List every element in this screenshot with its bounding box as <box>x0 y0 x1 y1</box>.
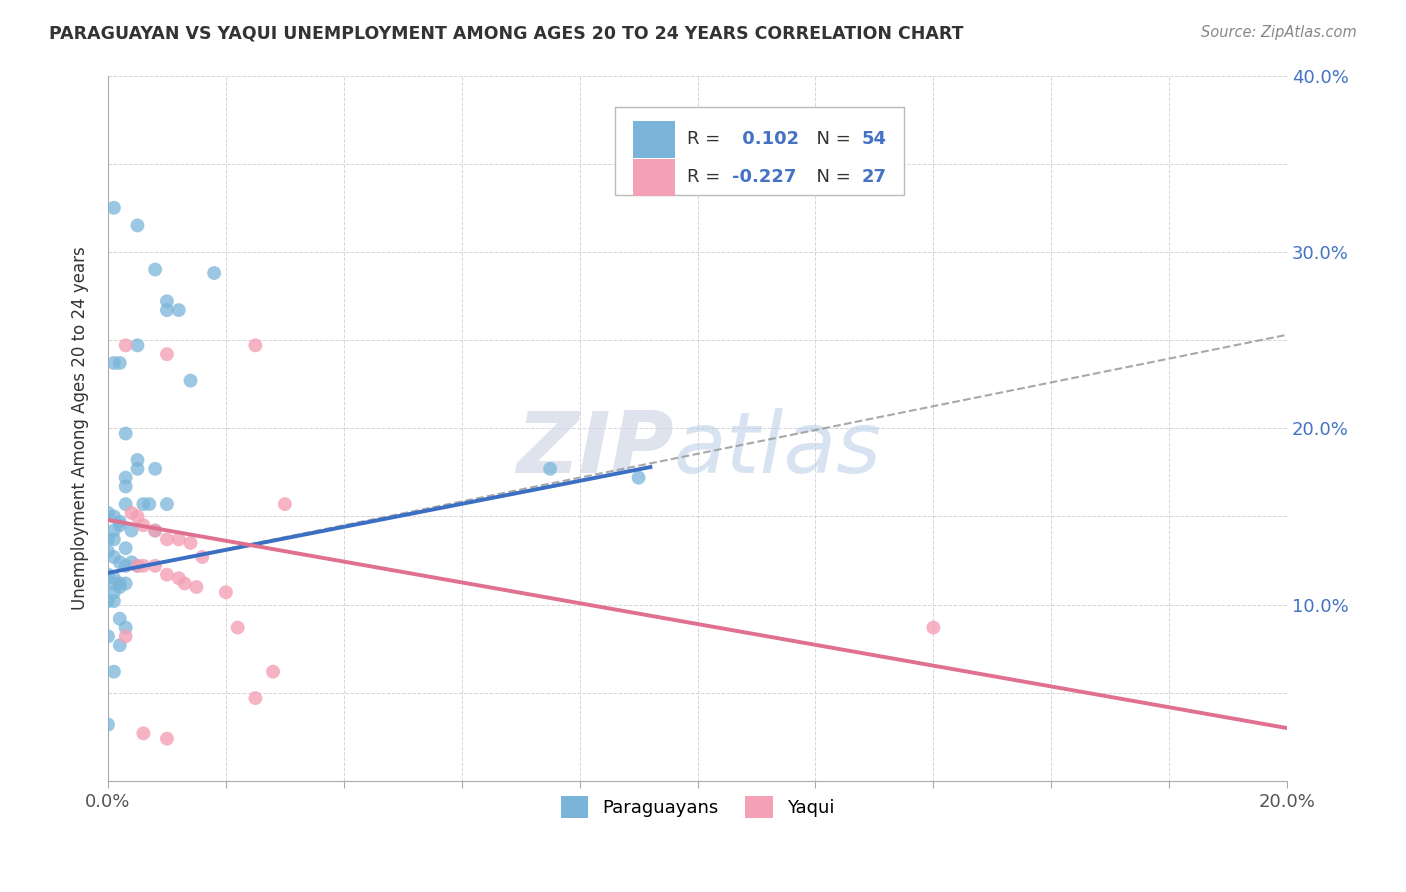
Point <box>103 201 125 215</box>
Point <box>114 497 136 511</box>
Point <box>121 524 143 538</box>
Point <box>143 524 166 538</box>
Point <box>127 338 149 352</box>
Text: PARAGUAYAN VS YAQUI UNEMPLOYMENT AMONG AGES 20 TO 24 YEARS CORRELATION CHART: PARAGUAYAN VS YAQUI UNEMPLOYMENT AMONG A… <box>49 25 963 43</box>
Point <box>127 462 149 476</box>
Point <box>132 726 155 740</box>
Point <box>114 470 136 484</box>
Point <box>156 294 179 309</box>
Text: 0.102: 0.102 <box>737 130 800 148</box>
Point <box>103 665 125 679</box>
Point <box>114 558 136 573</box>
Point <box>173 576 195 591</box>
Point <box>97 567 120 582</box>
Point <box>245 338 267 352</box>
Text: Source: ZipAtlas.com: Source: ZipAtlas.com <box>1201 25 1357 40</box>
Point <box>274 497 297 511</box>
Text: -0.227: -0.227 <box>731 169 796 186</box>
FancyBboxPatch shape <box>633 159 675 195</box>
Point <box>156 567 179 582</box>
Point <box>138 497 160 511</box>
Point <box>103 509 125 524</box>
Point <box>922 621 945 635</box>
Point <box>108 515 131 529</box>
Point <box>97 545 120 559</box>
Point <box>103 585 125 599</box>
Point <box>103 576 125 591</box>
FancyBboxPatch shape <box>633 120 675 158</box>
Point <box>114 338 136 352</box>
Point <box>108 612 131 626</box>
Point <box>245 691 267 706</box>
Point <box>156 497 179 511</box>
Point <box>143 262 166 277</box>
Point <box>121 555 143 569</box>
Point <box>103 533 125 547</box>
Point <box>156 347 179 361</box>
Text: ZIP: ZIP <box>516 408 673 491</box>
Point <box>97 717 120 731</box>
Point <box>132 518 155 533</box>
Legend: Paraguayans, Yaqui: Paraguayans, Yaqui <box>554 789 842 825</box>
Point <box>132 497 155 511</box>
Point <box>108 580 131 594</box>
Point <box>97 594 120 608</box>
Point <box>167 571 190 585</box>
FancyBboxPatch shape <box>614 107 904 195</box>
Point <box>202 266 225 280</box>
Point <box>180 536 202 550</box>
Text: N =: N = <box>804 130 856 148</box>
Point <box>114 629 136 643</box>
Point <box>108 555 131 569</box>
Point <box>156 303 179 318</box>
Point <box>103 571 125 585</box>
Point <box>143 462 166 476</box>
Y-axis label: Unemployment Among Ages 20 to 24 years: Unemployment Among Ages 20 to 24 years <box>72 246 89 610</box>
Point <box>538 462 561 476</box>
Point <box>108 356 131 370</box>
Point <box>132 558 155 573</box>
Point <box>167 533 190 547</box>
Text: atlas: atlas <box>673 408 882 491</box>
Point <box>127 558 149 573</box>
Point <box>97 629 120 643</box>
Point <box>186 580 208 594</box>
Point <box>103 356 125 370</box>
Point <box>215 585 238 599</box>
Point <box>114 541 136 556</box>
Point <box>103 594 125 608</box>
Point <box>143 524 166 538</box>
Point <box>114 479 136 493</box>
Point <box>156 731 179 746</box>
Point <box>127 219 149 233</box>
Text: 54: 54 <box>862 130 886 148</box>
Point <box>143 558 166 573</box>
Point <box>97 506 120 520</box>
Point <box>121 506 143 520</box>
Point <box>191 549 214 564</box>
Text: 27: 27 <box>862 169 886 186</box>
Point <box>262 665 284 679</box>
Text: N =: N = <box>804 169 856 186</box>
Point <box>226 621 249 635</box>
Point <box>108 576 131 591</box>
Point <box>114 426 136 441</box>
Point <box>103 524 125 538</box>
Point <box>108 638 131 652</box>
Point <box>127 509 149 524</box>
Point <box>180 374 202 388</box>
Text: R =: R = <box>688 169 725 186</box>
Point <box>103 549 125 564</box>
Text: R =: R = <box>688 130 725 148</box>
Point <box>108 518 131 533</box>
Point <box>627 470 650 484</box>
Point <box>156 533 179 547</box>
Point <box>127 558 149 573</box>
Point <box>114 576 136 591</box>
Point <box>127 453 149 467</box>
Point <box>114 621 136 635</box>
Point <box>167 303 190 318</box>
Point <box>97 533 120 547</box>
